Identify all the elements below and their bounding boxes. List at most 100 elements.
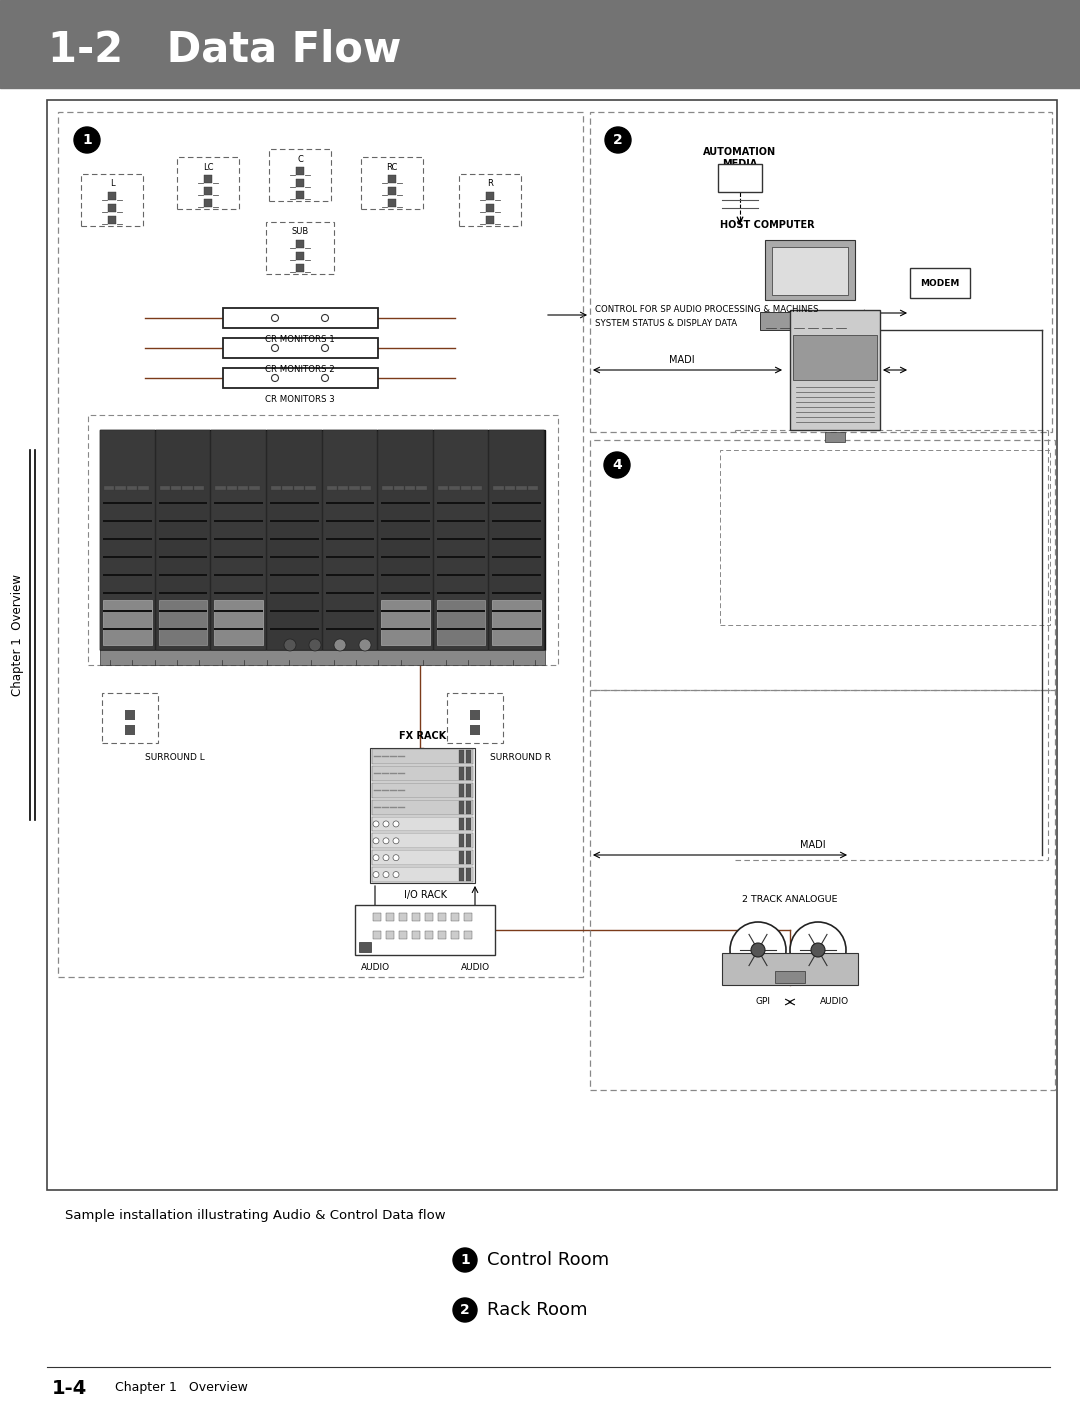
- Bar: [103, 502, 151, 504]
- Bar: [325, 574, 374, 575]
- Bar: [102, 694, 158, 743]
- Bar: [492, 502, 541, 504]
- Circle shape: [604, 452, 630, 478]
- Bar: [81, 174, 143, 227]
- Bar: [772, 248, 848, 295]
- Bar: [436, 611, 485, 612]
- Circle shape: [359, 639, 372, 651]
- Text: AUDIO: AUDIO: [820, 998, 849, 1006]
- Bar: [486, 191, 494, 200]
- Text: LC: LC: [203, 162, 213, 172]
- Bar: [492, 556, 541, 559]
- Bar: [451, 931, 459, 938]
- Bar: [270, 628, 319, 630]
- Bar: [323, 431, 377, 650]
- Bar: [381, 574, 430, 575]
- Text: GPI: GPI: [755, 998, 770, 1006]
- Bar: [325, 592, 374, 594]
- Bar: [382, 485, 392, 490]
- Text: FX RACK: FX RACK: [399, 732, 446, 741]
- Bar: [215, 485, 226, 490]
- Text: 2: 2: [613, 134, 623, 146]
- Bar: [411, 931, 420, 938]
- Text: R: R: [487, 180, 492, 189]
- Text: SUB: SUB: [292, 228, 309, 236]
- Text: C: C: [297, 155, 302, 163]
- Circle shape: [393, 837, 399, 844]
- Bar: [372, 867, 473, 882]
- Bar: [372, 799, 473, 815]
- Text: MADI: MADI: [800, 840, 826, 850]
- Bar: [459, 851, 464, 864]
- Bar: [465, 834, 471, 847]
- Circle shape: [453, 1299, 477, 1323]
- Circle shape: [393, 871, 399, 878]
- Bar: [100, 650, 545, 666]
- Bar: [465, 801, 471, 813]
- Bar: [436, 556, 485, 559]
- Bar: [193, 485, 204, 490]
- Bar: [910, 267, 970, 298]
- Bar: [338, 485, 349, 490]
- Bar: [159, 592, 207, 594]
- Bar: [325, 556, 374, 559]
- Bar: [100, 431, 545, 650]
- Bar: [214, 592, 262, 594]
- Bar: [214, 537, 262, 540]
- Circle shape: [75, 127, 100, 153]
- Bar: [825, 432, 845, 442]
- Bar: [159, 574, 207, 575]
- Bar: [417, 485, 427, 490]
- Bar: [486, 204, 494, 212]
- Bar: [214, 599, 262, 644]
- Bar: [464, 913, 472, 922]
- Bar: [214, 556, 262, 559]
- Bar: [373, 931, 381, 938]
- Circle shape: [322, 345, 328, 352]
- Bar: [214, 521, 262, 522]
- Bar: [393, 485, 404, 490]
- Bar: [171, 485, 181, 490]
- Bar: [214, 574, 262, 575]
- Bar: [361, 158, 423, 210]
- Circle shape: [393, 820, 399, 827]
- Bar: [177, 158, 239, 210]
- Text: MEDIA: MEDIA: [723, 159, 758, 169]
- Text: SP RACK: SP RACK: [811, 364, 859, 376]
- Text: MODEM: MODEM: [920, 279, 960, 287]
- Bar: [325, 537, 374, 540]
- Bar: [270, 556, 319, 559]
- Bar: [760, 312, 860, 331]
- Bar: [492, 537, 541, 540]
- Bar: [449, 485, 460, 490]
- Bar: [125, 711, 135, 720]
- Bar: [204, 198, 212, 207]
- Bar: [103, 611, 151, 612]
- Bar: [438, 931, 446, 938]
- Bar: [426, 931, 433, 938]
- Bar: [464, 931, 472, 938]
- Bar: [590, 689, 1055, 1090]
- Text: CR MONITORS 2: CR MONITORS 2: [265, 364, 335, 373]
- Bar: [214, 502, 262, 504]
- Bar: [434, 431, 488, 650]
- Bar: [386, 931, 394, 938]
- Bar: [372, 833, 473, 848]
- Bar: [116, 485, 125, 490]
- Text: I/O RACK: I/O RACK: [404, 891, 446, 900]
- Bar: [436, 521, 485, 522]
- Bar: [451, 913, 459, 922]
- Bar: [465, 750, 471, 763]
- Bar: [296, 241, 303, 248]
- Circle shape: [373, 820, 379, 827]
- Bar: [0, 0, 1080, 89]
- Bar: [108, 204, 116, 212]
- Circle shape: [811, 943, 825, 957]
- Circle shape: [383, 871, 389, 878]
- Bar: [775, 971, 805, 983]
- Bar: [159, 556, 207, 559]
- Circle shape: [271, 345, 279, 352]
- Bar: [723, 953, 858, 985]
- Bar: [103, 592, 151, 594]
- Bar: [465, 817, 471, 830]
